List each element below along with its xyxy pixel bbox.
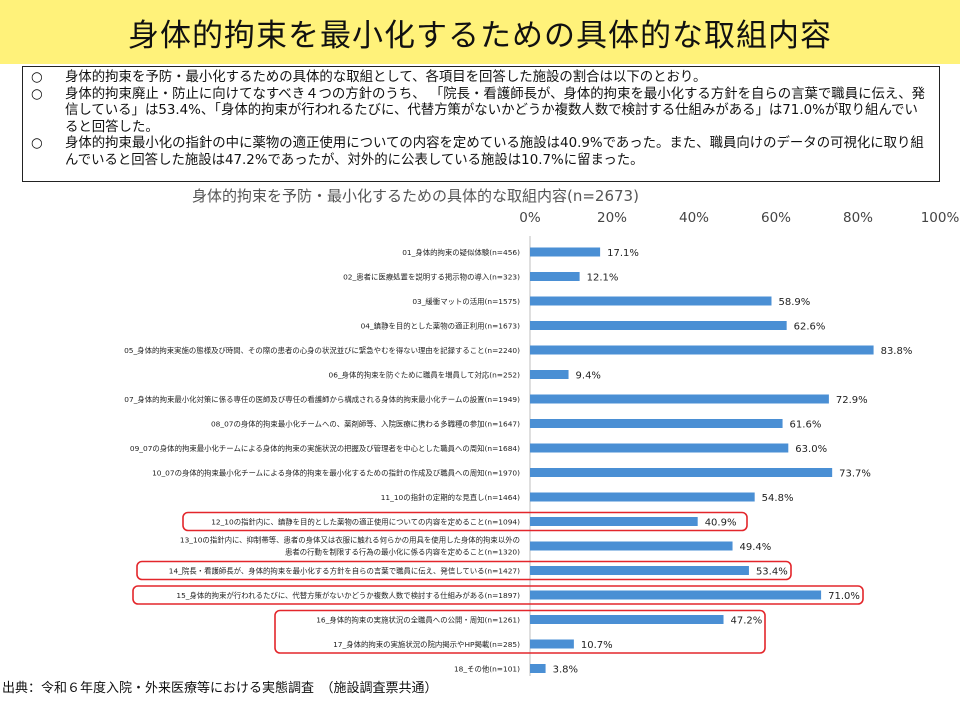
bar xyxy=(530,541,733,551)
summary-box: ○ 身体的拘束を予防・最小化するための具体的な取組として、各項目を回答した施設の… xyxy=(22,66,940,182)
bullet-mark: ○ xyxy=(31,136,43,151)
data-label: 58.9% xyxy=(778,297,810,308)
x-tick-label: 100% xyxy=(921,210,960,226)
data-label: 53.4% xyxy=(756,567,788,578)
category-label: 07_身体的拘束最小化対策に係る専任の医師及び専任の看護師から構成される身体的拘… xyxy=(124,395,520,404)
category-label: 患者の行動を制限する行為の最小化に係る内容を定めること(n=1320) xyxy=(285,548,520,557)
category-label: 01_身体的拘束の疑似体験(n=456) xyxy=(402,248,520,257)
bar xyxy=(530,345,874,355)
bar xyxy=(530,566,749,575)
category-label: 15_身体的拘束が行われるたびに、代替方策がないかどうか複数人数で検討する仕組み… xyxy=(176,591,520,600)
data-label: 83.8% xyxy=(881,346,913,357)
category-label: 14_院長・看護師長が、身体的拘束を最小化する方針を自らの言葉で職員に伝え、発信… xyxy=(169,567,520,576)
bar xyxy=(530,443,789,453)
bullet-mark: ○ xyxy=(31,86,43,102)
bar xyxy=(530,247,601,257)
category-label: 04_鎮静を目的とした薬物の適正利用(n=1673) xyxy=(361,322,521,331)
bar xyxy=(530,394,829,404)
data-label: 47.2% xyxy=(731,616,763,627)
summary-bullet-2: ○ 身体的拘束廃止・防止に向けてなすべき４つの方針のうち、 「院長・看護師長が、… xyxy=(31,87,931,137)
category-label: 16_身体的拘束の実施状況の全職員への公開・周知(n=1261) xyxy=(316,616,520,625)
highlight-frame xyxy=(182,511,748,532)
bar xyxy=(530,517,698,526)
chart-title: 身体的拘束を予防・最小化するための具体的な取組内容(n=2673) xyxy=(192,187,639,205)
data-label: 72.9% xyxy=(836,395,868,406)
data-label: 40.9% xyxy=(705,518,737,529)
bullet-mark: ○ xyxy=(31,70,43,85)
bar xyxy=(530,419,783,428)
x-tick-label: 80% xyxy=(843,210,873,226)
page-title: 身体的拘束を最小化するための具体的な取組内容 xyxy=(128,17,832,54)
x-tick-label: 0% xyxy=(519,210,541,226)
data-label: 10.7% xyxy=(581,640,613,651)
data-label: 62.6% xyxy=(794,322,826,333)
bar xyxy=(530,664,546,673)
x-tick-label: 60% xyxy=(761,210,791,226)
summary-bullet-1: ○ 身体的拘束を予防・最小化するための具体的な取組として、各項目を回答した施設の… xyxy=(31,70,931,87)
category-label: 18_その他(n=101) xyxy=(454,665,520,674)
bullet-text: 身体的拘束最小化の指針の中に薬物の適正使用についての内容を定めている施設は40.… xyxy=(65,136,924,168)
data-label: 73.7% xyxy=(839,469,871,480)
title-banner: 身体的拘束を最小化するための具体的な取組内容 xyxy=(0,0,960,64)
data-label: 61.6% xyxy=(790,420,822,431)
highlight-frame xyxy=(132,585,864,605)
highlight-frame xyxy=(274,609,766,654)
category-label: 10_07の身体的拘束最小化チームによる身体的拘束を最小化するための指針の作成及… xyxy=(152,469,520,478)
data-label: 17.1% xyxy=(607,248,639,259)
x-tick-label: 20% xyxy=(597,210,627,226)
category-label: 11_10の指針の定期的な見直し(n=1464) xyxy=(381,493,520,502)
bar xyxy=(530,468,833,477)
category-label: 12_10の指針内に、鎮静を目的とした薬物の適正使用についての内容を定めること(… xyxy=(211,518,520,527)
bar xyxy=(530,321,787,330)
bar xyxy=(530,615,724,624)
data-label: 49.4% xyxy=(740,542,772,553)
bullet-text: 身体的拘束廃止・防止に向けてなすべき４つの方針のうち、 「院長・看護師長が、身体… xyxy=(65,86,926,135)
bar xyxy=(530,492,755,502)
data-label: 63.0% xyxy=(795,444,827,455)
data-label: 54.8% xyxy=(762,493,794,504)
source-note: 出典：令和６年度入院・外来医療等における実態調査 （施設調査票共通） xyxy=(2,681,438,696)
category-label: 17_身体的拘束の実施状況の院内掲示やHP掲載(n=285) xyxy=(333,640,520,649)
x-tick-label: 40% xyxy=(679,210,709,226)
data-label: 9.4% xyxy=(576,371,601,382)
data-label: 71.0% xyxy=(828,591,860,602)
data-label: 12.1% xyxy=(587,273,619,284)
data-label: 3.8% xyxy=(553,665,578,676)
category-label: 08_07の身体的拘束最小化チームへの、薬剤師等、入院医療に携わる多職種の参加(… xyxy=(211,420,520,429)
category-label: 03_緩衝マットの活用(n=1575) xyxy=(412,297,520,306)
bar xyxy=(530,639,574,649)
category-label: 09_07の身体的拘束最小化チームによる身体的拘束の実施状況の把握及び管理者を中… xyxy=(130,444,520,453)
category-label: 05_身体的拘束実施の態様及び時間、その際の患者の心身の状況並びに緊急やむを得な… xyxy=(124,346,520,355)
category-label: 06_身体的拘束を防ぐために職員を増員して対応(n=252) xyxy=(329,371,521,380)
bar xyxy=(530,296,772,306)
category-label: 13_10の指針内に、抑制帯等、患者の身体又は衣服に触れる何らかの用具を使用した… xyxy=(180,536,520,545)
highlight-frame xyxy=(136,560,792,581)
bar xyxy=(530,370,569,379)
bullet-text: 身体的拘束を予防・最小化するための具体的な取組として、各項目を回答した施設の割合… xyxy=(65,70,707,85)
bar xyxy=(530,590,822,600)
summary-bullet-3: ○ 身体的拘束最小化の指針の中に薬物の適正使用についての内容を定めている施設は4… xyxy=(31,136,931,169)
category-label: 02_患者に医療処置を説明する掲示物の導入(n=323) xyxy=(343,273,520,282)
bar xyxy=(530,272,580,281)
